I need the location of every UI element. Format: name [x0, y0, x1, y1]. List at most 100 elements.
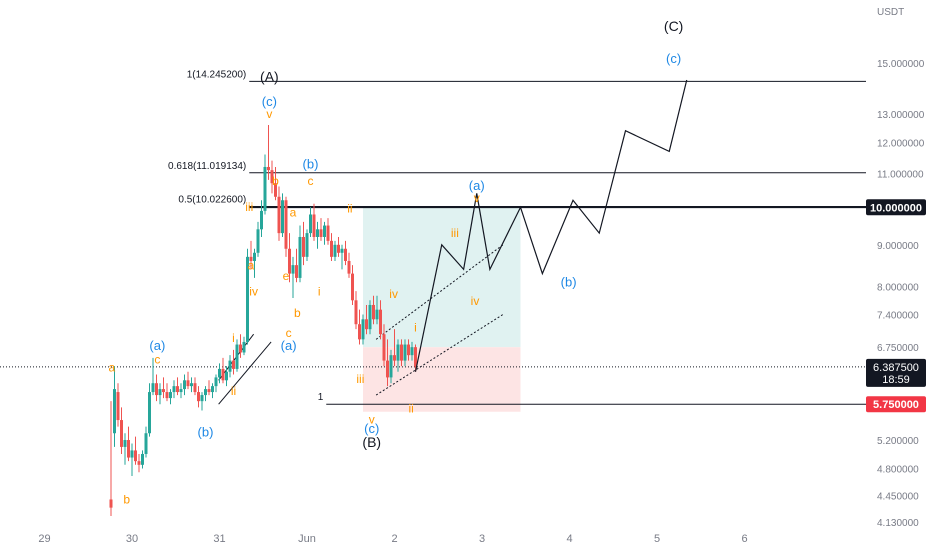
- current-price-text: 6.387500: [873, 362, 919, 374]
- candle-body: [169, 392, 172, 399]
- fib-label: 0.5(10.022600): [178, 194, 246, 205]
- candle-body: [242, 341, 246, 353]
- candle-body: [414, 347, 417, 367]
- candle-body: [116, 392, 120, 421]
- stop-level-badge-text: 5.750000: [873, 399, 919, 411]
- candle-body: [123, 440, 127, 447]
- wave-label: (b): [561, 275, 577, 290]
- candle-body: [221, 368, 225, 381]
- candle-body: [319, 229, 323, 237]
- candle-body: [326, 225, 330, 241]
- candle-body: [260, 210, 263, 230]
- wave-label: (c): [666, 51, 681, 66]
- current-price-badge: [866, 358, 926, 387]
- y-tick-label: 15.000000: [877, 59, 925, 70]
- candle-body: [151, 383, 155, 393]
- wave-label: (a): [149, 338, 165, 353]
- y-tick-label: 13.000000: [877, 110, 925, 121]
- wave-label: c: [308, 174, 314, 188]
- wave-label: v: [474, 191, 480, 205]
- candle-body: [400, 344, 403, 361]
- candle-body: [249, 256, 253, 261]
- candle-body: [127, 440, 130, 458]
- channel-line: [218, 341, 272, 405]
- wave-label: a: [109, 361, 116, 375]
- candle-body: [162, 389, 165, 393]
- candle-body: [109, 499, 113, 508]
- candle-body: [134, 450, 137, 462]
- wave-label: ii: [408, 401, 413, 415]
- time-axis[interactable]: 5293031Jun23456: [0, 533, 748, 545]
- wave-label: b: [272, 174, 279, 188]
- wave-label: iv: [249, 285, 258, 299]
- wave-label: b: [123, 493, 130, 507]
- candle-body: [284, 200, 288, 249]
- wave-label: ii: [347, 202, 352, 216]
- y-tick-label: 9.000000: [877, 241, 919, 252]
- candle-body: [155, 383, 158, 396]
- candle-body: [253, 252, 256, 261]
- candle-body: [368, 304, 372, 330]
- y-tick-label: 8.000000: [877, 283, 919, 294]
- candle-body: [372, 304, 375, 320]
- candle-body: [193, 383, 197, 393]
- x-tick-label: 3: [479, 533, 485, 545]
- wave-label: (B): [362, 434, 381, 450]
- candlestick-series: [109, 125, 417, 517]
- y-tick-label: 4.450000: [877, 491, 919, 502]
- candle-body: [291, 265, 295, 274]
- candle-body: [179, 389, 183, 393]
- candle-body: [176, 386, 179, 393]
- candle-body: [130, 450, 134, 458]
- candle-body: [365, 319, 368, 330]
- channel-line: [375, 314, 504, 396]
- wave-label: iii: [451, 226, 459, 240]
- wave-label: iii: [245, 200, 253, 214]
- price-badges: 10.000000 6.387500 18:59 5.750000: [866, 199, 926, 413]
- candle-body: [204, 389, 207, 396]
- wave-label: c: [286, 326, 292, 340]
- candle-body: [207, 389, 211, 393]
- candle-body: [361, 319, 365, 340]
- candle-body: [270, 170, 274, 184]
- y-tick-label: 11.000000: [877, 169, 924, 180]
- candle-body: [347, 260, 351, 274]
- price-axis[interactable]: USDT 15.000000 13.000000 12.000000 11.00000…: [877, 7, 925, 529]
- y-tick-label: 5.200000: [877, 436, 919, 447]
- wave-label: (b): [198, 425, 214, 440]
- candle-body: [312, 214, 316, 237]
- candle-body: [323, 225, 326, 237]
- fib-label: 1: [318, 392, 324, 403]
- candle-body: [113, 389, 116, 434]
- wave-label: b: [294, 306, 301, 320]
- wave-label: v: [266, 107, 272, 121]
- candle-body: [228, 360, 232, 372]
- candle-body: [389, 355, 393, 378]
- candle-body: [407, 344, 410, 356]
- candle-body: [316, 229, 319, 237]
- candle-body: [197, 392, 200, 402]
- wave-label: i: [232, 331, 235, 345]
- candle-body: [354, 300, 358, 325]
- wave-label: e: [283, 269, 290, 283]
- candle-body: [305, 233, 309, 257]
- wave-label: (C): [664, 18, 683, 34]
- candle-body: [190, 383, 193, 387]
- stop-level-badge: [866, 396, 926, 413]
- y-tick-label: 12.000000: [877, 138, 925, 149]
- candle-body: [239, 344, 242, 353]
- wave-label: (A): [260, 68, 279, 84]
- candle-body: [277, 196, 281, 234]
- candle-body: [137, 461, 141, 465]
- take-profit-zone: [363, 207, 521, 348]
- candle-body: [295, 265, 298, 278]
- candle-body: [337, 244, 340, 253]
- wave-label: iii: [356, 372, 364, 386]
- wave-label: (c): [262, 94, 277, 109]
- wave-label: a: [248, 258, 255, 272]
- y-tick-label: 6.750000: [877, 343, 919, 354]
- candle-body: [403, 344, 407, 361]
- countdown-text: 18:59: [882, 374, 910, 386]
